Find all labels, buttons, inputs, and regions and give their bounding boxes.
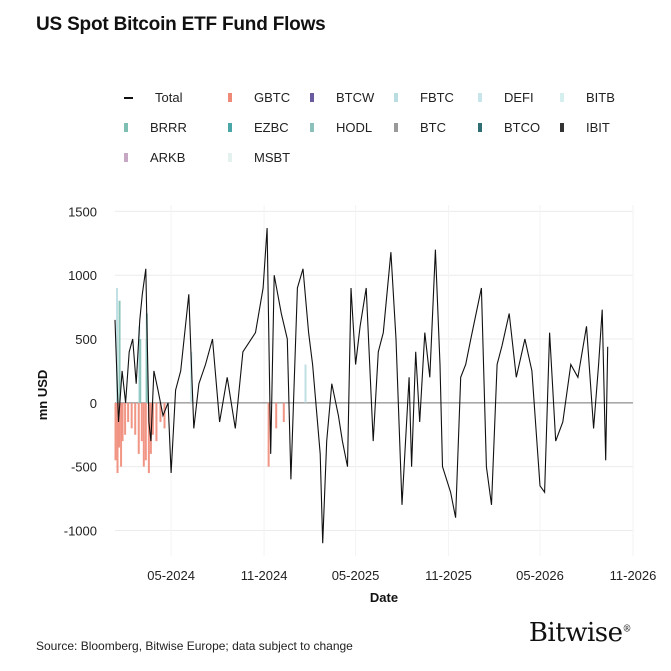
bar-gbtc [130, 402, 133, 429]
y-tick-label: -500 [71, 460, 97, 475]
bar-gbtc [127, 402, 130, 422]
legend-item-ibit: IBIT [560, 120, 610, 135]
legend-swatch-arkb [124, 153, 128, 162]
legend-swatch-ibit [560, 123, 564, 132]
bar-brrr [118, 300, 121, 403]
legend-swatch-btco [478, 123, 482, 132]
bar-gbtc [116, 402, 119, 474]
legend-swatch-btc [394, 123, 398, 132]
legend-item-ezbc: EZBC [228, 120, 289, 135]
legend-swatch-hodl [310, 123, 314, 132]
legend-label-msbt: MSBT [254, 150, 291, 165]
bitwise-logo: Bitwise® [528, 618, 632, 648]
x-tick-label: 05-2024 [147, 568, 195, 583]
bar-fbtc [304, 364, 307, 403]
x-tick-label: 11-2024 [241, 568, 288, 583]
legend-swatch-ezbc [228, 123, 232, 132]
legend-label-btco: BTCO [504, 120, 541, 135]
y-axis-label: mn USD [35, 370, 50, 421]
series-line-total [114, 227, 609, 544]
legend-item-total: Total [124, 90, 182, 105]
legend-label-defi: DEFI [504, 90, 534, 105]
legend-label-bitb: BITB [586, 90, 615, 105]
y-tick-label: 500 [75, 332, 97, 347]
legend-swatch-bitb [560, 93, 564, 102]
bar-gbtc [163, 402, 166, 429]
legend-label-fbtc: FBTC [420, 90, 454, 105]
bar-gbtc [124, 402, 127, 435]
bar-gbtc [114, 402, 117, 461]
bar-fbtc [190, 351, 193, 403]
legend-label-btc: BTC [420, 120, 446, 135]
y-tick-label: 0 [90, 396, 97, 411]
x-tick-label: 05-2025 [332, 568, 380, 583]
bar-gbtc [155, 402, 158, 442]
legend-item-arkb: ARKB [124, 150, 185, 165]
x-tick-label: 11-2025 [425, 568, 472, 583]
bar-gbtc [118, 402, 121, 448]
legend-item-btco: BTCO [478, 120, 540, 135]
legend-swatch-btcw [310, 93, 314, 102]
bar-fbtc [116, 287, 119, 403]
bar-gbtc [147, 402, 150, 474]
bar-gbtc [282, 402, 285, 422]
legend-item-msbt: MSBT [228, 150, 290, 165]
x-tick-label: 11-2026 [610, 568, 657, 583]
legend-label-total: Total [155, 90, 183, 105]
legend-item-hodl: HODL [310, 120, 372, 135]
bar-brrr [145, 313, 148, 403]
legend-swatch-fbtc [394, 93, 398, 102]
legend-item-btc: BTC [394, 120, 446, 135]
bar-fbtc [138, 326, 141, 403]
bar-gbtc [140, 402, 143, 442]
legend-swatch-gbtc [228, 93, 232, 102]
y-tick-label: 1500 [68, 204, 97, 219]
bar-gbtc [275, 402, 278, 429]
x-tick-label: 05-2026 [516, 568, 564, 583]
y-tick-label: -1000 [64, 523, 97, 538]
bar-gbtc [267, 402, 270, 467]
bar-gbtc [149, 402, 152, 454]
legend-item-brrr: BRRR [124, 120, 187, 135]
bar-gbtc [159, 402, 162, 422]
chart-legend: Total GBTC BTCW FBTC DEFI BITB BRRR EZBC HODL BTC… [0, 0, 671, 200]
legend-label-ibit: IBIT [586, 120, 610, 135]
bar-gbtc [134, 402, 137, 435]
legend-label-arkb: ARKB [150, 150, 186, 165]
bar-gbtc [142, 402, 145, 467]
bar-gbtc [144, 402, 147, 461]
bar-brrr [139, 339, 142, 403]
legend-label-ezbc: EZBC [254, 120, 289, 135]
legend-item-fbtc: FBTC [394, 90, 454, 105]
legend-label-hodl: HODL [336, 120, 373, 135]
bar-gbtc [151, 402, 154, 435]
legend-swatch-total [124, 96, 133, 99]
bar-gbtc [120, 402, 123, 467]
legend-item-defi: DEFI [478, 90, 534, 105]
legend-label-brrr: BRRR [150, 120, 187, 135]
x-axis-label: Date [370, 590, 398, 605]
bar-gbtc [137, 402, 140, 454]
bar-gbtc [121, 402, 124, 442]
legend-item-bitb: BITB [560, 90, 615, 105]
legend-swatch-defi [478, 93, 482, 102]
y-tick-label: 1000 [68, 268, 97, 283]
chart-title: US Spot Bitcoin ETF Fund Flows [36, 14, 326, 35]
legend-item-gbtc: GBTC [228, 90, 290, 105]
legend-item-btcw: BTCW [310, 90, 374, 105]
legend-label-gbtc: GBTC [254, 90, 291, 105]
legend-swatch-msbt [228, 153, 232, 162]
source-note: Source: Bloomberg, Bitwise Europe; data … [36, 639, 353, 653]
legend-swatch-brrr [124, 123, 128, 132]
legend-label-btcw: BTCW [336, 90, 375, 105]
